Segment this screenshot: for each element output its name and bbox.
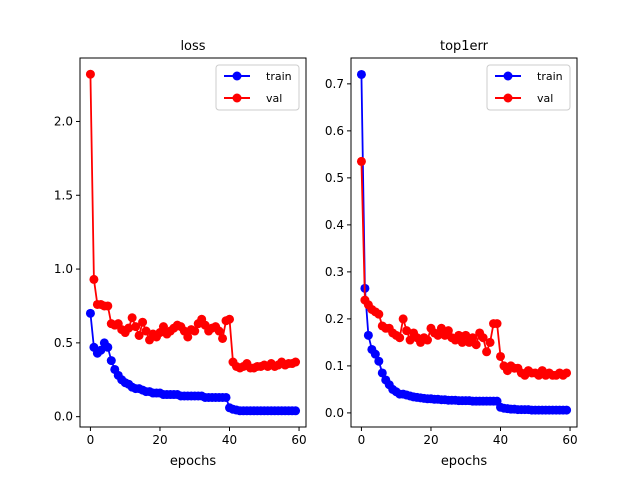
top1err-y-ticks: 0.0 0.1 0.2 0.3 0.4 0.5 0.6 0.7 <box>325 77 351 420</box>
loss-val-point <box>85 69 95 79</box>
top1err-val-point <box>471 340 481 350</box>
top1err-y-tick-label: 0.6 <box>325 124 344 138</box>
top1err-axes: top1err 0 20 40 60 0.0 0.1 0.2 0.3 0.4 0.5 0.6 0.7… <box>325 39 578 469</box>
top1err-train-point <box>562 405 572 415</box>
loss-val-point <box>89 274 99 284</box>
top1err-y-tick-label: 0.4 <box>325 218 344 232</box>
top1err-title: top1err <box>440 39 489 54</box>
loss-plot-area <box>85 69 301 416</box>
top1err-train-point <box>363 330 373 340</box>
top1err-x-tick-label: 0 <box>358 433 366 447</box>
loss-y-tick-label: 2.0 <box>54 114 73 128</box>
top1err-val-point <box>562 368 572 378</box>
top1err-train-point <box>356 69 366 79</box>
top1err-val-point <box>461 330 471 340</box>
loss-val-point <box>158 322 168 332</box>
top1err-y-tick-label: 0.2 <box>325 312 344 326</box>
loss-y-tick-label: 0.5 <box>54 336 73 350</box>
top1err-train-point <box>374 356 384 366</box>
loss-train-point <box>103 342 113 352</box>
loss-train-point <box>85 308 95 318</box>
loss-legend-val-marker <box>232 93 242 103</box>
top1err-axes-frame <box>350 57 578 428</box>
loss-val-point <box>138 317 148 327</box>
top1err-val-point <box>457 337 467 347</box>
loss-x-tick-label: 0 <box>87 433 95 447</box>
loss-val-point <box>124 323 134 333</box>
loss-val-point <box>291 357 301 367</box>
loss-train-point <box>106 356 116 366</box>
top1err-y-tick-label: 0.1 <box>325 359 344 373</box>
top1err-legend-val-marker <box>503 93 513 103</box>
top1err-val-point <box>468 333 478 343</box>
loss-legend-train-label: train <box>266 70 292 83</box>
top1err-val-point <box>433 330 443 340</box>
top1err-val-point <box>436 323 446 333</box>
top1err-val-point <box>402 326 412 336</box>
top1err-val-point <box>485 337 495 347</box>
top1err-val-point <box>478 333 488 343</box>
loss-val-point <box>225 314 235 324</box>
loss-val-point <box>131 322 141 332</box>
loss-title: loss <box>180 39 205 54</box>
top1err-val-point <box>398 314 408 324</box>
loss-val-point <box>218 333 228 343</box>
top1err-x-tick-label: 60 <box>562 433 577 447</box>
top1err-y-tick-label: 0.0 <box>325 406 344 420</box>
top1err-y-tick-label: 0.3 <box>325 265 344 279</box>
loss-train-point <box>291 406 301 416</box>
loss-axes-frame <box>79 57 307 428</box>
top1err-legend-train-marker <box>503 71 513 81</box>
loss-y-tick-label: 1.0 <box>54 262 73 276</box>
top1err-x-ticks: 0 20 40 60 <box>358 427 578 447</box>
top1err-val-point <box>492 319 502 329</box>
loss-y-tick-label: 1.5 <box>54 188 73 202</box>
top1err-legend: train val <box>486 64 571 111</box>
top1err-plot-area <box>356 69 572 415</box>
loss-axes: loss 0 20 40 60 0.0 0.5 1.0 1.5 2.0 epochs trai… <box>54 39 307 469</box>
loss-x-tick-label: 60 <box>291 433 306 447</box>
top1err-train-point <box>377 368 387 378</box>
top1err-x-axis-label: epochs <box>441 454 488 469</box>
top1err-val-point <box>374 309 384 319</box>
loss-y-ticks: 0.0 0.5 1.0 1.5 2.0 <box>54 114 80 424</box>
top1err-val-point <box>422 335 432 345</box>
top1err-legend-train-label: train <box>537 70 563 83</box>
loss-val-point <box>103 301 113 311</box>
top1err-x-tick-label: 40 <box>493 433 508 447</box>
top1err-val-point <box>496 351 506 361</box>
top1err-y-tick-label: 0.5 <box>325 171 344 185</box>
loss-legend-val-label: val <box>266 92 282 105</box>
loss-y-tick-label: 0.0 <box>54 410 73 424</box>
top1err-val-point <box>405 335 415 345</box>
top1err-legend-val-label: val <box>537 92 553 105</box>
loss-val-point <box>127 313 137 323</box>
loss-x-tick-label: 40 <box>222 433 237 447</box>
loss-val-point <box>183 332 193 342</box>
loss-val-point <box>214 326 224 336</box>
top1err-val-point <box>454 330 464 340</box>
loss-x-ticks: 0 20 40 60 <box>87 427 307 447</box>
top1err-val-point <box>482 347 492 357</box>
top1err-y-tick-label: 0.7 <box>325 77 344 91</box>
loss-x-tick-label: 20 <box>152 433 167 447</box>
loss-legend: train val <box>215 64 300 111</box>
loss-train-point <box>221 392 231 402</box>
loss-x-axis-label: epochs <box>170 454 217 469</box>
top1err-val-point <box>356 156 366 166</box>
loss-train-point <box>96 345 106 355</box>
loss-legend-train-marker <box>232 71 242 81</box>
loss-val-point <box>134 330 144 340</box>
top1err-val-point <box>395 333 405 343</box>
top1err-val-point <box>443 326 453 336</box>
top1err-x-tick-label: 20 <box>423 433 438 447</box>
loss-val-point <box>190 326 200 336</box>
loss-val-point <box>141 326 151 336</box>
top1err-train-point <box>370 349 380 359</box>
